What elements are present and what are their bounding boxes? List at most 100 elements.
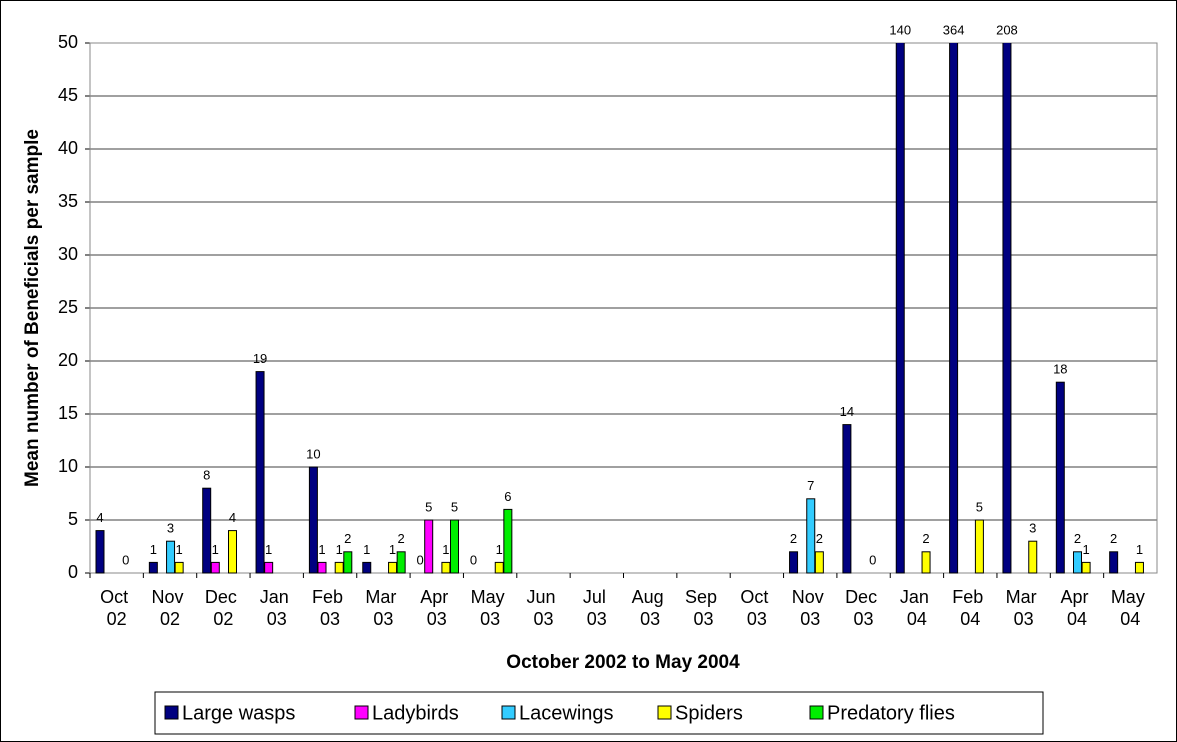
bar — [450, 519, 459, 574]
data-label: 140 — [889, 22, 911, 37]
data-label: 5 — [451, 499, 458, 514]
data-label: 3 — [1029, 521, 1036, 536]
data-label: 2 — [816, 531, 823, 546]
x-tick-label: Dec 02 — [205, 587, 242, 629]
data-label: 1 — [1082, 542, 1089, 557]
data-label: 1 — [363, 542, 370, 557]
data-label: 1 — [389, 542, 396, 557]
bar — [228, 530, 237, 574]
x-tick-label: Apr 03 — [420, 587, 453, 629]
bar — [264, 561, 274, 574]
y-tick-label: 45 — [58, 85, 78, 105]
y-axis-title: Mean number of Beneficials per sample — [22, 129, 43, 487]
bar — [343, 551, 353, 574]
data-label: 6 — [504, 489, 511, 504]
bar — [1081, 561, 1091, 574]
bar — [166, 540, 176, 574]
data-label: 4 — [229, 510, 236, 525]
bar — [503, 508, 513, 574]
legend-label: Ladybirds — [372, 702, 459, 724]
x-tick-label: Dec 03 — [845, 587, 882, 629]
data-label: 2 — [922, 531, 929, 546]
data-label: 0 — [470, 552, 477, 567]
x-tick-label: May 03 — [471, 587, 510, 629]
data-label: 5 — [976, 499, 983, 514]
x-axis-title: October 2002 to May 2004 — [506, 652, 740, 673]
bar — [148, 561, 158, 574]
data-label: 19 — [253, 351, 267, 366]
x-tick-label: Apr 04 — [1060, 587, 1093, 629]
data-label: 8 — [203, 468, 210, 483]
bar — [95, 530, 105, 574]
data-label: 4 — [96, 510, 103, 525]
bar — [308, 466, 318, 574]
x-tick-label: Feb 03 — [312, 587, 348, 629]
data-label: 2 — [398, 531, 405, 546]
legend-swatch — [657, 705, 672, 720]
data-label: 1 — [442, 542, 449, 557]
bar — [334, 561, 344, 574]
bar — [362, 561, 372, 574]
y-tick-label: 15 — [58, 403, 78, 423]
legend-swatch — [501, 705, 516, 720]
bar — [1002, 43, 1012, 574]
legend-label: Lacewings — [519, 702, 614, 724]
data-label: 1 — [496, 542, 503, 557]
bar — [424, 519, 434, 574]
legend-swatch — [354, 705, 369, 720]
data-label: 3 — [167, 521, 174, 536]
bar — [255, 371, 265, 574]
data-label: 0 — [416, 552, 423, 567]
bar — [814, 551, 824, 574]
data-label: 7 — [807, 478, 814, 493]
bar — [202, 487, 212, 574]
bar — [396, 551, 406, 574]
y-tick-label: 40 — [58, 138, 78, 158]
bar — [806, 498, 816, 574]
data-label: 2 — [1110, 531, 1117, 546]
y-tick-label: 20 — [58, 350, 78, 370]
data-label: 364 — [943, 22, 965, 37]
x-tick-label: Nov 03 — [792, 587, 829, 629]
data-label: 2 — [790, 531, 797, 546]
data-label: 1 — [176, 542, 183, 557]
x-tick-label: Jan 04 — [900, 587, 934, 629]
y-tick-label: 50 — [58, 32, 78, 52]
legend-label: Predatory flies — [827, 702, 955, 724]
y-tick-label: 30 — [58, 244, 78, 264]
bar — [949, 43, 959, 574]
x-tick-label: Sep 03 — [685, 587, 722, 629]
bar — [1055, 381, 1065, 574]
x-tick-label: Jul 03 — [583, 587, 611, 629]
y-tick-label: 5 — [68, 509, 78, 529]
bar — [494, 561, 504, 574]
bar — [974, 519, 984, 574]
x-tick-label: Mar 03 — [365, 587, 401, 629]
bar — [388, 561, 398, 574]
data-label: 0 — [122, 552, 129, 567]
legend-label: Spiders — [675, 702, 743, 724]
x-tick-label: Jan 03 — [260, 587, 294, 629]
data-label: 1 — [336, 542, 343, 557]
y-tick-label: 25 — [58, 297, 78, 317]
data-label: 1 — [318, 542, 325, 557]
bar — [1109, 551, 1119, 574]
x-tick-label: Mar 03 — [1006, 587, 1042, 629]
y-tick-label: 0 — [68, 562, 78, 582]
bar — [789, 551, 799, 574]
legend-swatch — [164, 705, 179, 720]
legend-label: Large wasps — [182, 702, 295, 724]
x-tick-label: May 04 — [1111, 587, 1150, 629]
x-tick-label: Aug 03 — [632, 587, 669, 629]
bar — [842, 424, 852, 574]
x-tick-label: Oct 03 — [740, 587, 773, 629]
data-label: 1 — [212, 542, 219, 557]
data-label: 18 — [1053, 362, 1067, 377]
data-label: 1 — [1136, 542, 1143, 557]
bar — [895, 43, 905, 574]
bar — [921, 551, 931, 574]
bar — [317, 561, 327, 574]
data-label: 2 — [1074, 531, 1081, 546]
bar — [1028, 540, 1038, 574]
